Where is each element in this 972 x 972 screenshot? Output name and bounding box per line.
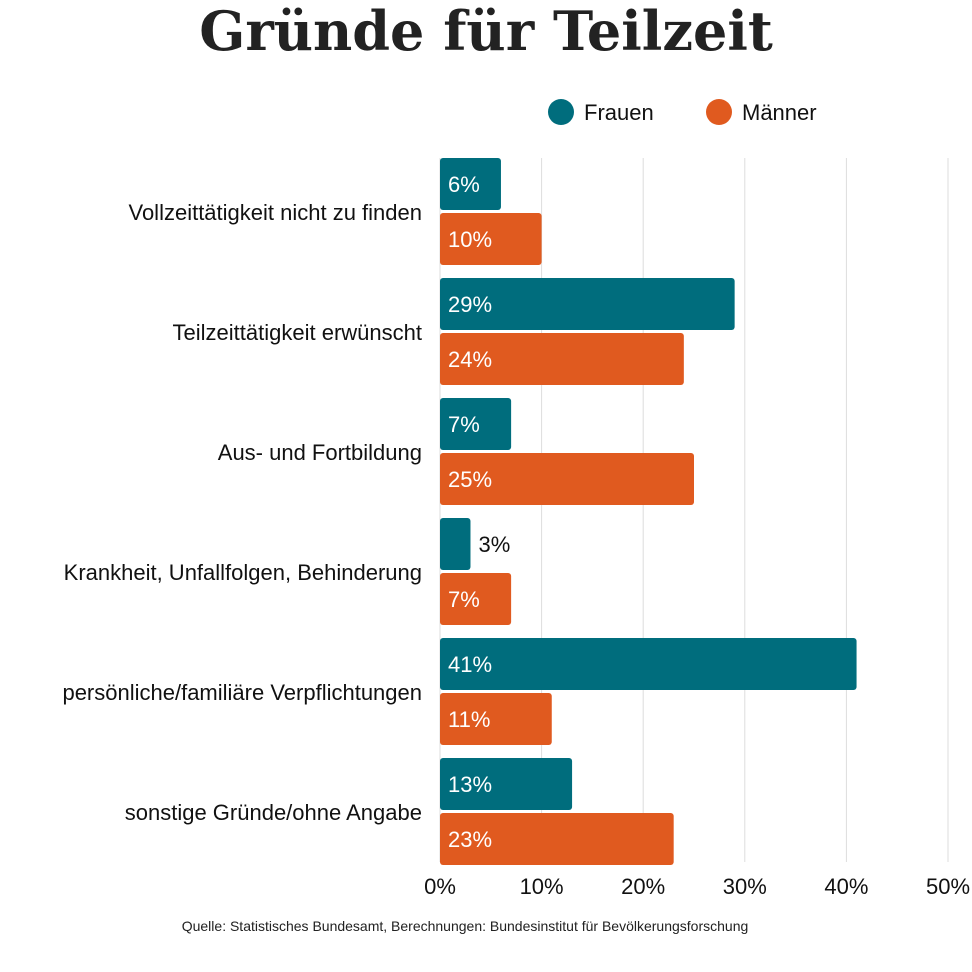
bar-frauen — [440, 518, 471, 570]
data-label: 7% — [448, 587, 480, 612]
category-label: Krankheit, Unfallfolgen, Behinderung — [64, 560, 422, 585]
bar-männer — [440, 693, 552, 745]
chart-title: Gründe für Teilzeit — [199, 0, 773, 63]
bar-männer — [440, 213, 542, 265]
category-label: sonstige Gründe/ohne Angabe — [125, 800, 422, 825]
bar-frauen — [440, 278, 735, 330]
data-label: 11% — [448, 707, 490, 732]
category-label: Aus- und Fortbildung — [218, 440, 422, 465]
legend-marker — [548, 99, 574, 125]
data-label: 24% — [448, 347, 492, 372]
x-tick-label: 0% — [424, 874, 456, 899]
bar-männer — [440, 453, 694, 505]
data-label: 23% — [448, 827, 492, 852]
category-label: Vollzeittätigkeit nicht zu finden — [128, 200, 422, 225]
bar-frauen — [440, 158, 501, 210]
x-tick-label: 40% — [824, 874, 868, 899]
legend-label: Männer — [742, 100, 817, 125]
bar-männer — [440, 813, 674, 865]
data-label: 13% — [448, 772, 492, 797]
x-tick-label: 50% — [926, 874, 970, 899]
data-label: 6% — [448, 172, 480, 197]
x-tick-label: 20% — [621, 874, 665, 899]
bar-männer — [440, 333, 684, 385]
bar-frauen — [440, 398, 512, 450]
data-label: 3% — [478, 532, 510, 557]
bar-männer — [440, 573, 512, 625]
x-tick-label: 10% — [520, 874, 564, 899]
bar-frauen — [440, 638, 857, 690]
source-note: Quelle: Statistisches Bundesamt, Berechn… — [181, 918, 749, 934]
category-label: Teilzeittätigkeit erwünscht — [173, 320, 422, 345]
category-label: persönliche/familiäre Verpflichtungen — [62, 680, 422, 705]
data-label: 25% — [448, 467, 492, 492]
data-label: 7% — [448, 412, 480, 437]
legend-label: Frauen — [584, 100, 654, 125]
data-label: 41% — [448, 652, 492, 677]
bar-frauen — [440, 758, 573, 810]
data-label: 29% — [448, 292, 492, 317]
x-tick-label: 30% — [723, 874, 767, 899]
legend-marker — [706, 99, 732, 125]
data-label: 10% — [448, 227, 492, 252]
